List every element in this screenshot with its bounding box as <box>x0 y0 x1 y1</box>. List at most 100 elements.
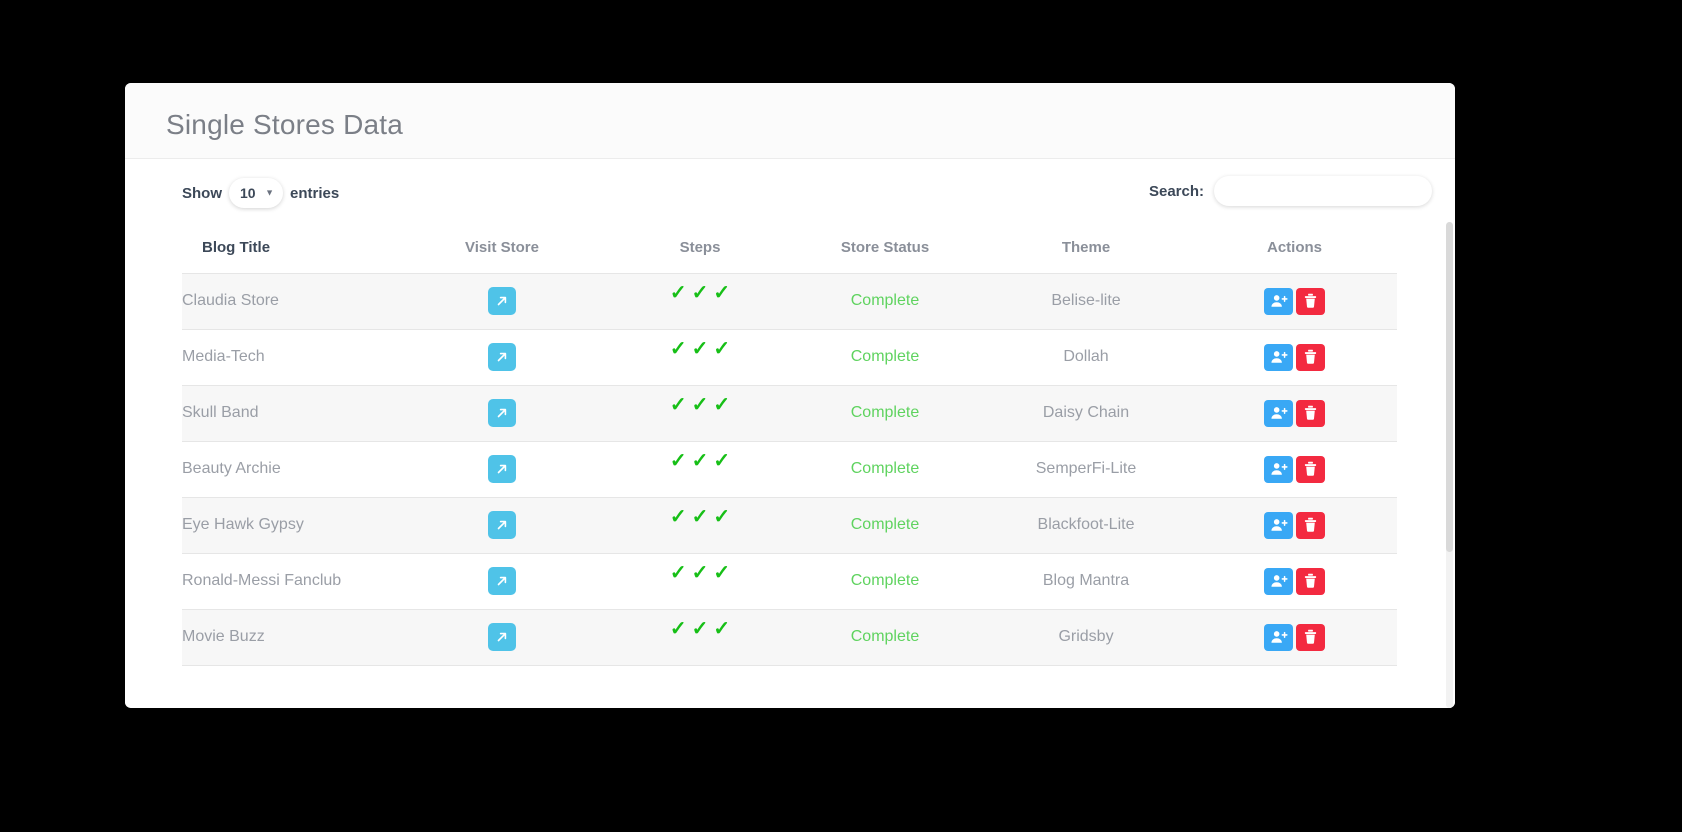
cell-visit-store <box>394 552 610 610</box>
user-plus-icon <box>1270 629 1288 645</box>
card-header: Single Stores Data <box>125 83 1455 159</box>
delete-button[interactable] <box>1296 343 1325 371</box>
cell-store-status: Complete <box>790 440 980 498</box>
column-header-blog-title[interactable]: Blog Title <box>182 222 394 273</box>
stores-table: Blog Title Visit Store Steps Store Statu… <box>182 222 1397 666</box>
delete-button[interactable] <box>1296 287 1325 315</box>
assign-user-button[interactable] <box>1264 455 1293 483</box>
cell-theme: Belise-lite <box>980 272 1192 330</box>
actions-group <box>1264 511 1325 539</box>
user-plus-icon <box>1270 293 1288 309</box>
user-plus-icon <box>1270 405 1288 421</box>
trash-icon <box>1303 517 1318 533</box>
entries-label: entries <box>290 184 340 202</box>
table-body: Claudia Store ✓ ✓ ✓ Complete Belise-lite Media… <box>182 272 1397 666</box>
delete-button[interactable] <box>1296 567 1325 595</box>
card-body: Show 10 ▼ entries Search: <box>125 159 1455 708</box>
delete-button[interactable] <box>1296 511 1325 539</box>
cell-steps: ✓ ✓ ✓ <box>610 496 790 554</box>
check-icon: ✓ <box>713 449 731 472</box>
show-entries-control: Show 10 ▼ entries <box>182 178 339 208</box>
table-row: Claudia Store ✓ ✓ ✓ Complete Belise-lite <box>182 272 1397 330</box>
browser-viewport: Single Stores Data Show 10 ▼ entries Sea… <box>39 8 1643 824</box>
assign-user-button[interactable] <box>1264 511 1293 539</box>
assign-user-button[interactable] <box>1264 343 1293 371</box>
page-length-value: 10 <box>240 185 256 201</box>
table-scrollbar-thumb[interactable] <box>1446 222 1453 552</box>
check-icon: ✓ <box>713 281 731 304</box>
external-link-icon <box>494 573 510 589</box>
assign-user-button[interactable] <box>1264 623 1293 651</box>
table-head: Blog Title Visit Store Steps Store Statu… <box>182 222 1397 273</box>
check-icon: ✓ <box>713 617 731 640</box>
delete-button[interactable] <box>1296 399 1325 427</box>
column-header-steps[interactable]: Steps <box>610 222 790 273</box>
table-scrollbar-track[interactable] <box>1446 222 1453 708</box>
stores-table-scroll-area: Blog Title Visit Store Steps Store Statu… <box>182 222 1414 708</box>
visit-store-button[interactable] <box>488 455 516 483</box>
column-header-store-status[interactable]: Store Status <box>790 222 980 273</box>
visit-store-button[interactable] <box>488 567 516 595</box>
user-plus-icon <box>1270 349 1288 365</box>
steps-indicator: ✓ ✓ ✓ <box>670 339 730 359</box>
cell-actions <box>1192 552 1397 610</box>
chevron-down-icon: ▼ <box>265 187 274 198</box>
cell-store-status: Complete <box>790 608 980 666</box>
external-link-icon <box>494 405 510 421</box>
visit-store-button[interactable] <box>488 343 516 371</box>
cell-theme: Blackfoot-Lite <box>980 496 1192 554</box>
assign-user-button[interactable] <box>1264 399 1293 427</box>
assign-user-button[interactable] <box>1264 287 1293 315</box>
visit-store-button[interactable] <box>488 399 516 427</box>
check-icon: ✓ <box>691 505 709 528</box>
cell-store-status: Complete <box>790 496 980 554</box>
trash-icon <box>1303 349 1318 365</box>
cell-blog-title: Claudia Store <box>182 272 394 330</box>
table-toolbar: Show 10 ▼ entries Search: <box>125 159 1455 222</box>
page-length-select[interactable]: 10 ▼ <box>229 178 283 208</box>
search-label: Search: <box>1148 182 1204 200</box>
steps-indicator: ✓ ✓ ✓ <box>670 563 730 583</box>
visit-store-button[interactable] <box>488 287 516 315</box>
steps-indicator: ✓ ✓ ✓ <box>670 451 730 471</box>
cell-blog-title: Eye Hawk Gypsy <box>182 496 394 554</box>
cell-visit-store <box>394 608 610 666</box>
check-icon: ✓ <box>691 561 709 584</box>
cell-blog-title: Movie Buzz <box>182 608 394 666</box>
cell-blog-title: Beauty Archie <box>182 440 394 498</box>
search-input[interactable] <box>1214 176 1432 206</box>
table-row: Skull Band ✓ ✓ ✓ Complete Daisy Chain <box>182 384 1397 442</box>
cell-store-status: Complete <box>790 552 980 610</box>
external-link-icon <box>494 629 510 645</box>
table-row: Eye Hawk Gypsy ✓ ✓ ✓ Complete Blackfoot-Lite <box>182 496 1397 554</box>
visit-store-button[interactable] <box>488 511 516 539</box>
column-header-theme[interactable]: Theme <box>980 222 1192 273</box>
actions-group <box>1264 399 1325 427</box>
cell-theme: Gridsby <box>980 608 1192 666</box>
cell-visit-store <box>394 272 610 330</box>
visit-store-button[interactable] <box>488 623 516 651</box>
cell-actions <box>1192 496 1397 554</box>
check-icon: ✓ <box>691 337 709 360</box>
actions-group <box>1264 455 1325 483</box>
table-header-row: Blog Title Visit Store Steps Store Statu… <box>182 222 1397 273</box>
cell-steps: ✓ ✓ ✓ <box>610 608 790 666</box>
delete-button[interactable] <box>1296 623 1325 651</box>
steps-indicator: ✓ ✓ ✓ <box>670 395 730 415</box>
column-header-actions[interactable]: Actions <box>1192 222 1397 273</box>
assign-user-button[interactable] <box>1264 567 1293 595</box>
cell-theme: Dollah <box>980 328 1192 386</box>
check-icon: ✓ <box>691 393 709 416</box>
cell-theme: Blog Mantra <box>980 552 1192 610</box>
check-icon: ✓ <box>691 281 709 304</box>
show-label: Show <box>182 184 222 202</box>
cell-store-status: Complete <box>790 272 980 330</box>
column-header-visit-store[interactable]: Visit Store <box>394 222 610 273</box>
cell-theme: Daisy Chain <box>980 384 1192 442</box>
steps-indicator: ✓ ✓ ✓ <box>670 283 730 303</box>
cell-actions <box>1192 328 1397 386</box>
actions-group <box>1264 623 1325 651</box>
delete-button[interactable] <box>1296 455 1325 483</box>
cell-store-status: Complete <box>790 384 980 442</box>
